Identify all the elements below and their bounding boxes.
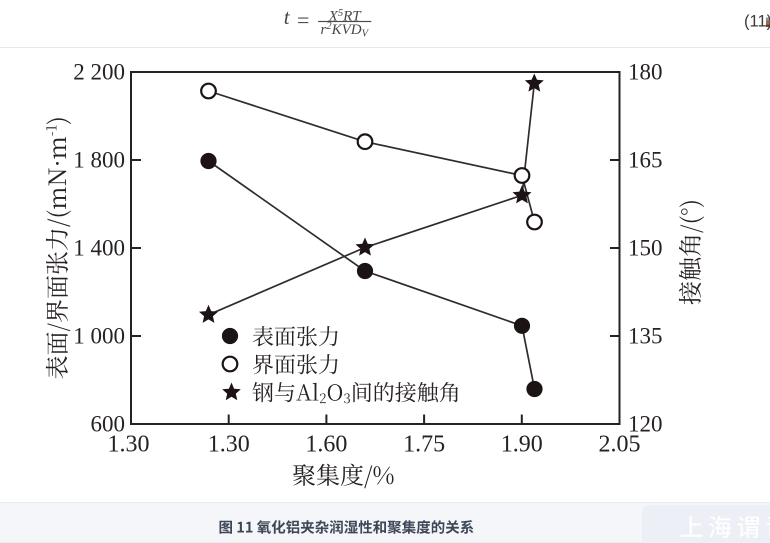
svg-text:600: 600 xyxy=(91,412,126,437)
svg-text:t: t xyxy=(284,5,291,29)
svg-text:1.30: 1.30 xyxy=(108,432,150,458)
svg-text:165: 165 xyxy=(628,148,663,173)
svg-text:1.30: 1.30 xyxy=(208,432,250,458)
svg-text:1.60: 1.60 xyxy=(305,432,347,458)
svg-text:120: 120 xyxy=(628,412,663,437)
svg-text:=: = xyxy=(297,7,309,32)
svg-text:2 200: 2 200 xyxy=(73,60,125,85)
svg-text:1 000: 1 000 xyxy=(73,324,125,349)
svg-text:2.05: 2.05 xyxy=(599,432,641,458)
svg-text:(11): (11) xyxy=(744,12,770,30)
svg-text:1.90: 1.90 xyxy=(501,432,543,458)
svg-text:X5RT: X5RT xyxy=(328,8,363,25)
svg-text:150: 150 xyxy=(628,236,663,261)
svg-text:1.75: 1.75 xyxy=(403,432,445,458)
svg-text:180: 180 xyxy=(628,60,663,85)
svg-text:135: 135 xyxy=(628,324,663,349)
svg-text:1 800: 1 800 xyxy=(73,148,125,173)
svg-text:1 400: 1 400 xyxy=(73,236,125,261)
svg-text:r2KVDV: r2KVDV xyxy=(321,21,370,39)
